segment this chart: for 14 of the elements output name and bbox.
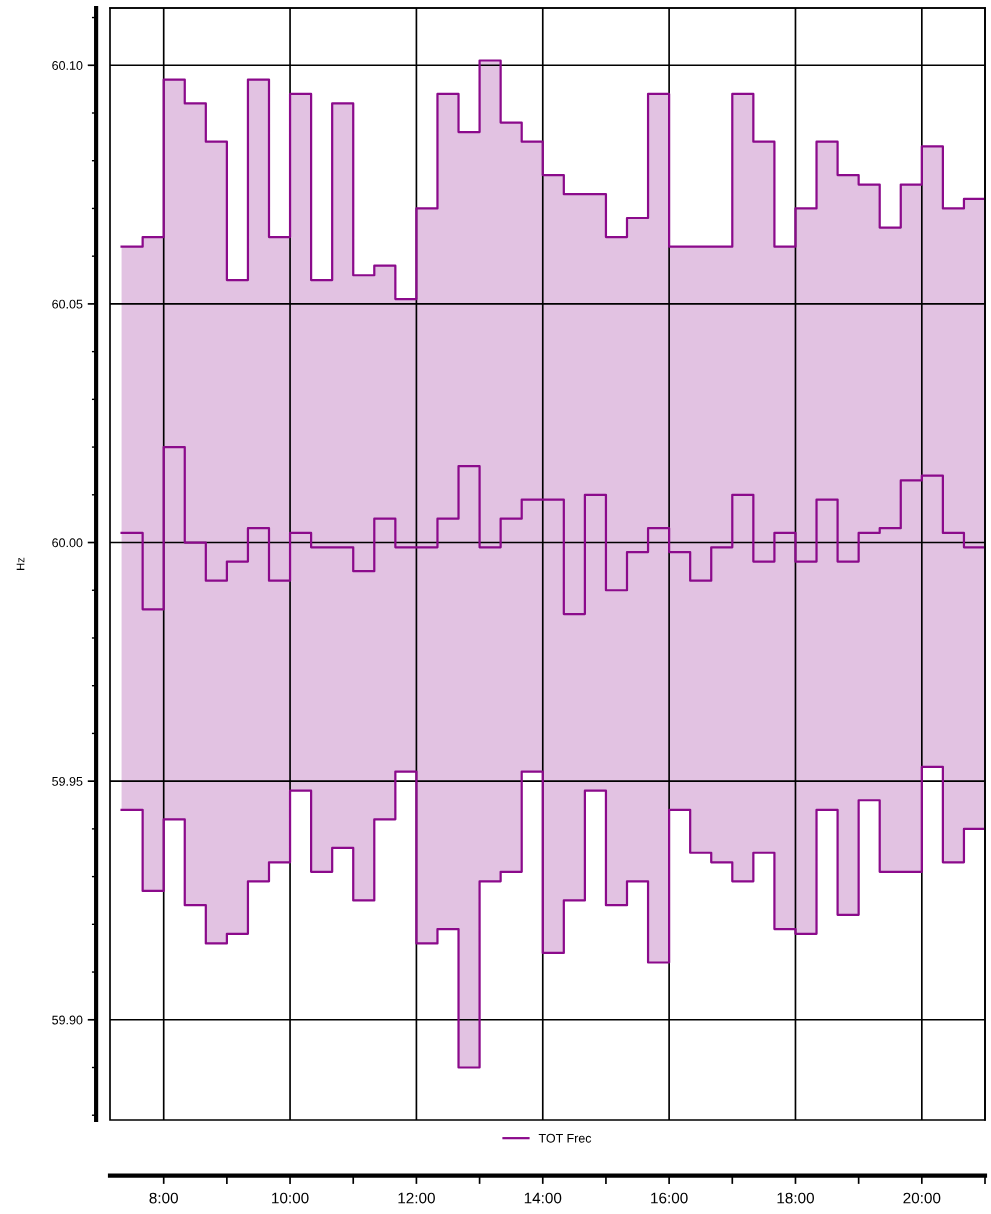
y-tick-label: 60.00 [52, 538, 83, 548]
x-tick-label: 20:00 [903, 1192, 941, 1204]
x-tick-label: 12:00 [398, 1192, 435, 1204]
legend-label: TOT Frec [538, 1133, 592, 1143]
x-tick-label: 18:00 [777, 1192, 814, 1204]
x-tick-label: 8:00 [149, 1192, 178, 1204]
x-tick-label: 10:00 [272, 1192, 309, 1204]
y-tick-label: 60.05 [52, 299, 83, 309]
x-tick-label: 14:00 [524, 1192, 562, 1204]
y-tick-label: 59.95 [52, 776, 83, 786]
x-tick-label: 16:00 [651, 1192, 688, 1204]
y-tick-label: 60.10 [52, 61, 83, 70]
y-tick-label: 59.90 [52, 1015, 83, 1025]
y-axis-title: Hz [16, 557, 25, 570]
